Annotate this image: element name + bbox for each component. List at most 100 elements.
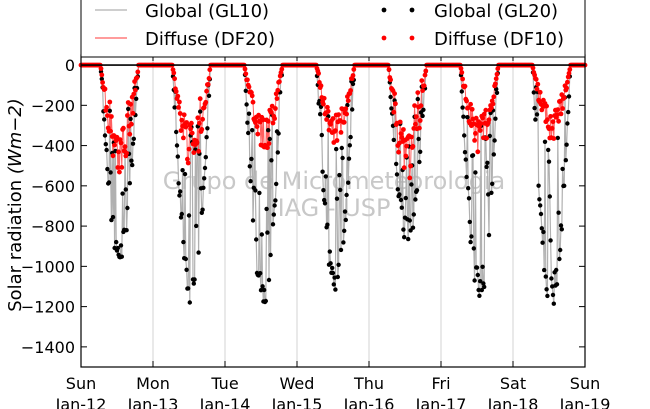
point-global-gl20 — [565, 121, 570, 126]
point-diffuse-df10 — [415, 90, 421, 95]
point-global-gl20 — [348, 134, 353, 140]
point-diffuse-df10 — [473, 131, 478, 136]
y-tick-label: −1200 — [21, 298, 75, 317]
point-global-gl20 — [560, 166, 565, 172]
point-diffuse-df10 — [330, 116, 336, 121]
point-global-gl20 — [479, 287, 484, 293]
point-global-gl20 — [538, 203, 543, 208]
point-diffuse-df10 — [462, 83, 468, 89]
point-global-gl20 — [485, 160, 490, 165]
point-diffuse-df10 — [566, 70, 572, 76]
point-diffuse-df10 — [181, 135, 186, 141]
point-diffuse-df10 — [494, 71, 500, 77]
point-global-gl20 — [179, 211, 184, 217]
point-diffuse-df10 — [401, 165, 407, 171]
point-global-gl20 — [566, 109, 571, 115]
point-global-gl20 — [476, 287, 481, 293]
point-diffuse-df10 — [177, 111, 183, 116]
point-global-gl20 — [338, 247, 344, 253]
point-global-gl20 — [202, 165, 208, 171]
point-global-gl20 — [102, 117, 107, 122]
point-diffuse-df10 — [483, 107, 489, 113]
x-tick-date: Jan-15 — [271, 395, 323, 409]
y-axis: 0 −200 −400 −600 −800 −1000 −1200 −1400 — [21, 56, 585, 357]
point-global-gl20 — [334, 146, 339, 152]
point-global-gl20 — [106, 180, 112, 185]
point-diffuse-df10 — [181, 112, 187, 118]
y-tick-label: −800 — [31, 217, 75, 236]
point-diffuse-df10 — [480, 115, 485, 121]
point-diffuse-df10 — [99, 72, 105, 78]
point-global-gl20 — [319, 132, 324, 138]
point-diffuse-df10 — [325, 104, 330, 110]
watermark-line-1: Grupo de Micrometeorologia — [163, 167, 505, 195]
point-diffuse-df10 — [333, 128, 338, 134]
point-global-gl20 — [202, 176, 207, 181]
point-global-gl20 — [494, 90, 500, 96]
legend-label-diffuse-df10: Diffuse (DF10) — [434, 29, 564, 50]
point-diffuse-df10 — [558, 111, 564, 117]
point-global-gl20 — [391, 137, 396, 143]
point-global-gl20 — [531, 90, 536, 95]
point-global-gl20 — [536, 183, 541, 188]
point-diffuse-df10 — [495, 66, 501, 72]
x-tick-date: Jan-12 — [55, 395, 107, 409]
point-global-gl20 — [533, 117, 538, 122]
point-global-gl20 — [327, 249, 332, 254]
point-diffuse-df10 — [551, 136, 557, 141]
point-global-gl20 — [336, 262, 341, 267]
point-diffuse-df10 — [401, 127, 406, 132]
point-diffuse-df10 — [423, 68, 429, 74]
point-diffuse-df10 — [413, 121, 418, 127]
point-global-gl20 — [266, 128, 271, 133]
x-tick-day: Sun — [66, 374, 96, 393]
point-diffuse-df10 — [341, 119, 347, 125]
point-global-gl20 — [203, 155, 208, 160]
point-diffuse-df10 — [410, 144, 416, 149]
point-global-gl20 — [344, 192, 349, 198]
point-global-gl20 — [187, 300, 192, 305]
point-global-gl20 — [465, 115, 470, 120]
point-diffuse-df10 — [124, 150, 129, 156]
point-global-gl20 — [204, 135, 209, 140]
point-global-gl20 — [491, 152, 496, 157]
x-tick-day: Tue — [210, 374, 238, 393]
point-global-gl20 — [477, 293, 482, 298]
point-global-gl20 — [470, 153, 476, 158]
point-global-gl20 — [258, 271, 263, 276]
point-diffuse-df10 — [196, 148, 202, 154]
point-diffuse-df10 — [321, 95, 327, 101]
legend-label-global-gl20: Global (GL20) — [434, 1, 558, 22]
point-diffuse-df10 — [129, 121, 134, 127]
point-global-gl20 — [102, 133, 108, 138]
point-global-gl20 — [99, 76, 105, 82]
point-diffuse-df10 — [184, 120, 190, 125]
point-diffuse-df10 — [189, 130, 195, 136]
x-tick-date: Jan-14 — [199, 395, 251, 409]
point-global-gl20 — [174, 143, 180, 148]
point-global-gl20 — [265, 230, 270, 235]
point-global-gl20 — [128, 116, 133, 122]
point-diffuse-df10 — [205, 82, 211, 87]
point-diffuse-df10 — [549, 125, 555, 131]
point-global-gl20 — [563, 158, 568, 163]
point-diffuse-df10 — [535, 81, 541, 87]
point-diffuse-df10 — [178, 128, 184, 134]
point-global-gl20 — [388, 94, 393, 100]
point-global-gl20 — [180, 168, 185, 173]
point-global-gl20 — [134, 96, 139, 102]
point-diffuse-df10 — [460, 76, 465, 82]
point-global-gl20 — [459, 89, 464, 94]
point-global-gl20 — [469, 234, 474, 239]
point-global-gl20 — [550, 292, 556, 298]
point-global-gl20 — [414, 188, 420, 193]
point-global-gl20 — [342, 228, 347, 233]
point-diffuse-df10 — [266, 141, 272, 146]
point-global-gl20 — [481, 281, 486, 286]
point-diffuse-df10 — [270, 120, 276, 126]
point-diffuse-df10 — [343, 106, 349, 112]
point-diffuse-df10 — [537, 89, 543, 95]
point-global-gl20 — [243, 88, 248, 94]
point-global-gl20 — [468, 239, 473, 245]
point-global-gl20 — [176, 181, 181, 186]
